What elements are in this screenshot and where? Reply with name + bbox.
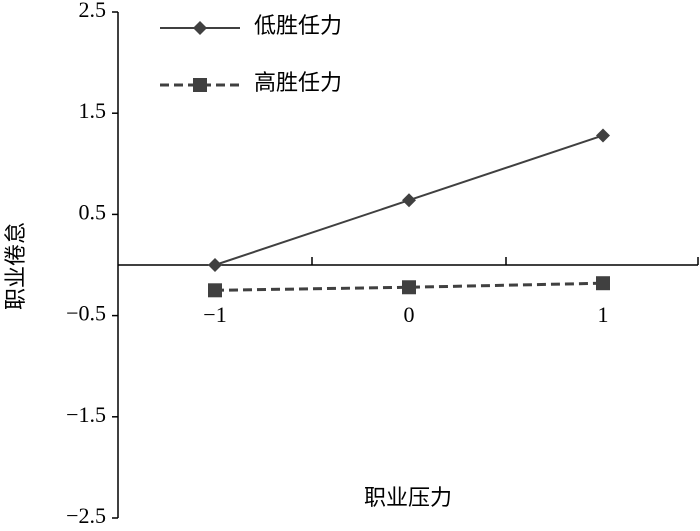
data-point (596, 128, 610, 143)
x-axis-label: 职业压力 (364, 485, 452, 510)
data-point (402, 193, 416, 208)
legend-marker (193, 21, 207, 35)
y-tick-label: 2.5 (79, 0, 107, 22)
y-axis-label: 职业倦怠 (3, 222, 28, 310)
data-point (402, 280, 416, 295)
legend-marker (193, 78, 207, 92)
data-point (596, 276, 610, 291)
legend-label: 低胜任力 (254, 13, 342, 38)
x-tick-label: −1 (203, 302, 226, 327)
data-point (208, 258, 222, 272)
data-point (208, 283, 222, 298)
y-tick-label: −1.5 (66, 402, 106, 427)
y-tick-label: −2.5 (66, 503, 106, 526)
y-tick-label: 1.5 (79, 98, 107, 123)
x-tick-label: 1 (598, 302, 609, 327)
series-line (214, 281, 604, 292)
x-tick-label: 0 (404, 302, 415, 327)
y-tick-label: −0.5 (66, 301, 106, 326)
legend-label: 高胜任力 (254, 70, 342, 95)
y-tick-label: 0.5 (79, 199, 107, 224)
